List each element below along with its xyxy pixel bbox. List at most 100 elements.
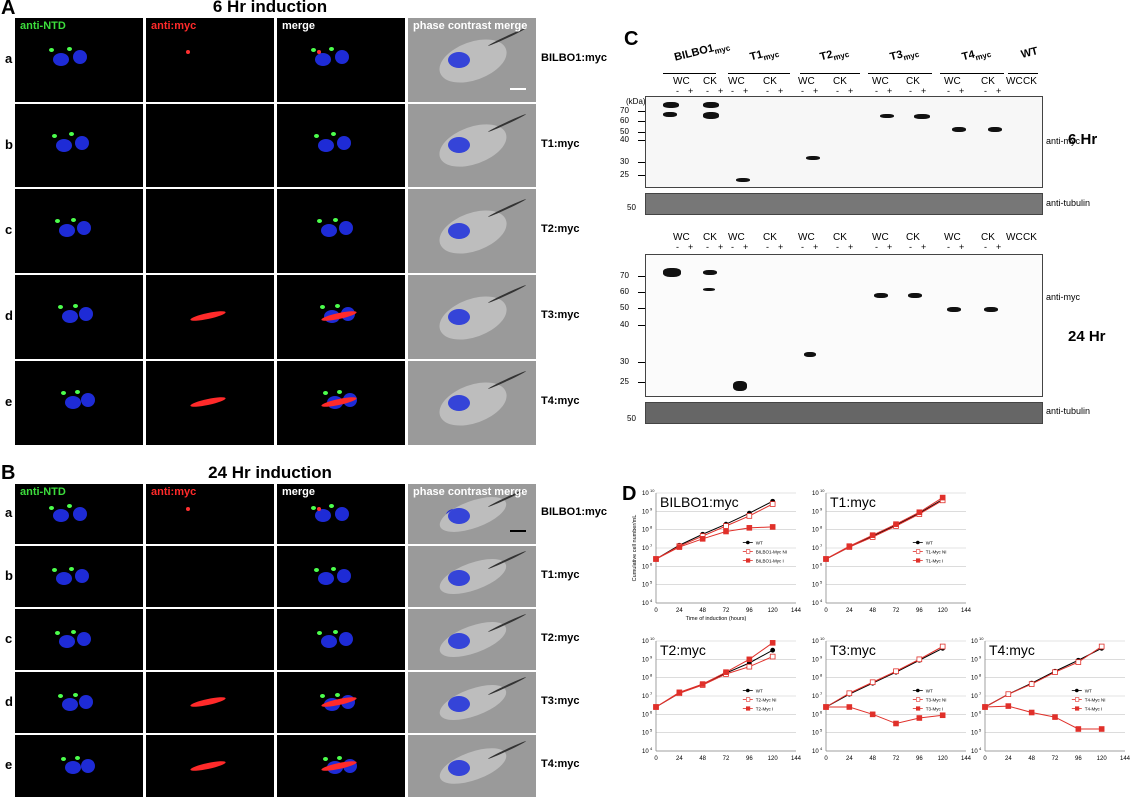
row-construct-label: T4:myc — [541, 395, 580, 407]
micrograph-2 — [146, 361, 274, 445]
y-tick-exponent: 7 — [979, 691, 982, 696]
nucleus-blob — [77, 220, 91, 235]
kda-label: (kDa) — [626, 97, 646, 106]
minus-sign: - — [801, 86, 804, 96]
y-tick-label: 10 — [812, 639, 819, 645]
panel-letter-c: C — [624, 28, 639, 50]
data-point — [723, 528, 729, 535]
signal-dot — [311, 48, 316, 53]
micrograph-2 — [146, 275, 274, 359]
plus-sign: + — [688, 86, 694, 96]
legend-marker — [745, 558, 751, 563]
minus-sign: - — [875, 242, 878, 252]
x-tick-label: 120 — [938, 608, 949, 614]
data-point — [699, 536, 706, 542]
y-tick-exponent: 10 — [820, 488, 825, 493]
legend-marker — [916, 540, 920, 545]
y-tick-label: 10 — [812, 676, 819, 682]
plus-sign: + — [718, 86, 724, 96]
minus-sign: - — [676, 242, 679, 252]
y-tick-exponent: 5 — [820, 728, 823, 733]
nucleus-blob — [77, 632, 91, 647]
row-construct-label: T3:myc — [541, 309, 580, 321]
legend-entry: WT — [926, 689, 933, 694]
micrograph-4 — [408, 546, 536, 607]
data-point — [1098, 726, 1105, 732]
nucleus-blob — [448, 308, 470, 325]
micrograph-3: merge — [277, 484, 405, 544]
group-underline — [728, 73, 790, 74]
y-tick-label: 10 — [642, 546, 649, 552]
micrograph-2 — [146, 672, 274, 733]
micrograph-4 — [408, 104, 536, 187]
x-tick-label: 72 — [1052, 756, 1059, 762]
signal-dot — [186, 506, 190, 511]
series-line — [655, 656, 773, 708]
mw-tick — [638, 132, 645, 133]
micrograph-4 — [408, 361, 536, 445]
legend-marker — [915, 549, 921, 554]
signal-dot — [49, 48, 54, 53]
y-tick-label: 10 — [812, 749, 819, 755]
time-label-6hr: 6 Hr — [1068, 131, 1098, 148]
micrograph-3 — [277, 735, 405, 797]
mw-marker: 60 — [620, 116, 629, 125]
y-tick-exponent: 8 — [979, 673, 982, 678]
y-tick-label: 10 — [971, 676, 978, 682]
ck-label: CK — [906, 76, 920, 87]
data-point — [723, 669, 729, 675]
y-tick-label: 10 — [971, 749, 978, 755]
nucleus-blob — [79, 695, 93, 710]
y-axis-label: Cumulative cell number/mL — [632, 515, 638, 582]
data-point — [723, 523, 729, 529]
y-tick-exponent: 5 — [650, 728, 653, 733]
legend-marker — [915, 558, 921, 563]
x-tick-label: 24 — [676, 608, 683, 614]
x-tick-label: 72 — [723, 608, 730, 614]
plus-sign: + — [887, 86, 893, 96]
minus-sign: - — [836, 86, 839, 96]
channel-label-1: anti-NTD — [20, 486, 66, 498]
minus-sign: - — [836, 242, 839, 252]
data-point — [939, 712, 946, 719]
nucleus-blob — [448, 508, 470, 524]
panel-letter-b: B — [1, 462, 16, 484]
nucleus-blob — [73, 506, 87, 521]
signal-dot — [323, 391, 328, 396]
nucleus-blob — [321, 224, 337, 238]
nucleus-blob — [337, 135, 351, 150]
micrograph-3 — [277, 275, 405, 359]
micrograph-2 — [146, 189, 274, 273]
x-tick-label: 96 — [916, 608, 923, 614]
blot-band — [703, 102, 719, 108]
blot-band — [988, 127, 1002, 132]
micrograph-1 — [15, 609, 143, 670]
signal-dot — [49, 505, 54, 510]
y-tick-exponent: 4 — [650, 598, 653, 603]
wc-label: WC — [872, 76, 889, 87]
y-tick-exponent: 10 — [979, 636, 984, 641]
signal-dot — [333, 217, 338, 222]
blot-band — [663, 102, 679, 108]
micrograph-1 — [15, 361, 143, 445]
blot-band — [874, 293, 888, 298]
channel-label-2: anti:myc — [151, 20, 197, 32]
y-tick-exponent: 6 — [979, 709, 982, 714]
x-tick-label: 144 — [1120, 756, 1131, 762]
mw-tick — [638, 175, 645, 176]
mw-marker: 50 — [620, 303, 629, 312]
minus-sign: - — [984, 242, 987, 252]
y-tick-label: 10 — [971, 731, 978, 737]
x-tick-label: 0 — [824, 608, 828, 614]
row-letter: a — [5, 51, 13, 66]
mw-marker: 70 — [620, 106, 629, 115]
micrograph-3 — [277, 546, 405, 607]
legend-marker — [746, 540, 750, 545]
legend-marker — [745, 549, 751, 554]
data-point — [676, 689, 683, 696]
ck-label: CK — [1023, 232, 1037, 243]
antibody-label-tubulin: anti-tubulin — [1046, 406, 1091, 416]
y-tick-exponent: 7 — [650, 691, 653, 696]
y-tick-label: 10 — [812, 528, 819, 534]
minus-sign: - — [766, 242, 769, 252]
